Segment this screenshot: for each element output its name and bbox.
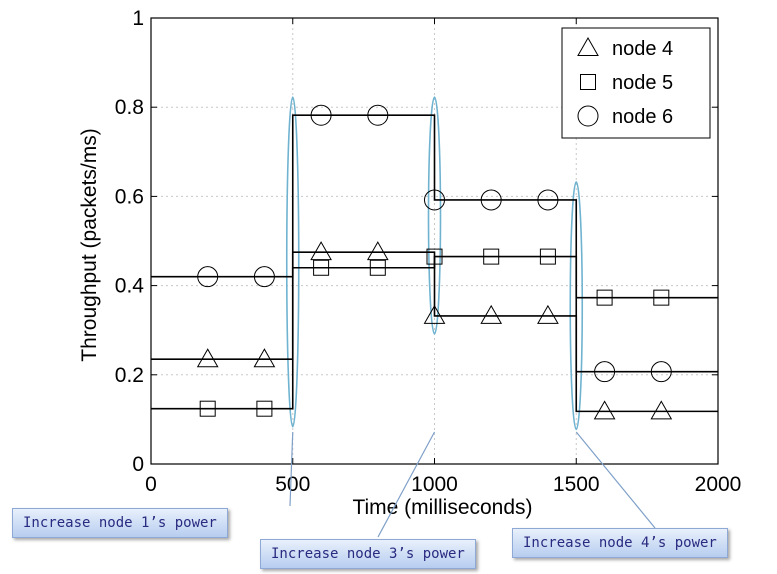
legend: node 4 node 5 node 6 (561, 27, 711, 139)
data-point-triangle (196, 348, 219, 368)
y-tick-label: 1 (132, 7, 144, 30)
data-point-circle (253, 266, 275, 288)
x-tick-label: 0 (145, 473, 157, 496)
data-point-square (369, 259, 386, 276)
y-tick-label: 0.4 (115, 275, 145, 298)
x-axis-label: Time (milliseconds) (352, 496, 532, 519)
annotation-node1-power: Increase node 1’s power (12, 508, 228, 538)
data-point-circle (367, 104, 389, 126)
legend-marker-square (580, 74, 596, 90)
annotation-pointer (289, 431, 294, 507)
series-line (151, 114, 718, 373)
legend-label: node 4 (612, 38, 673, 60)
power-change-highlights (285, 96, 584, 431)
y-tick-label: 0.2 (115, 364, 144, 387)
annotation-node3-power: Increase node 3’s power (260, 539, 476, 569)
data-point-triangle (537, 304, 559, 324)
data-point-triangle (650, 400, 673, 420)
data-point-square (199, 400, 216, 417)
data-point-circle (424, 189, 445, 211)
data-point-triangle (366, 241, 389, 261)
highlight-ellipse (427, 96, 442, 335)
data-point-square (426, 248, 443, 265)
y-tick-label: 0.8 (115, 96, 144, 119)
data-point-circle (594, 361, 616, 383)
data-point-square (539, 248, 556, 265)
annotation-pointers (289, 431, 656, 538)
series (151, 104, 718, 420)
annotation-pointer (377, 431, 436, 538)
series-node-6 (151, 104, 718, 383)
x-tick-label: 1500 (553, 473, 600, 496)
data-point-circle (650, 361, 672, 383)
legend-box (561, 27, 711, 139)
data-point-circle (480, 189, 502, 211)
legend-label: node 5 (612, 72, 673, 94)
data-point-square (596, 289, 613, 306)
y-tick-label: 0 (132, 453, 144, 476)
data-point-triangle (593, 400, 616, 420)
x-tick-label: 1000 (411, 473, 458, 496)
data-point-square (483, 248, 500, 265)
data-point-square (313, 259, 330, 276)
data-point-circle (197, 266, 219, 288)
annotation-node4-power: Increase node 4’s power (512, 528, 728, 558)
data-point-square (256, 400, 273, 417)
highlight-ellipse (569, 181, 584, 431)
y-axis-label: Throughput (packets/ms) (78, 128, 101, 361)
y-tick-label: 0.6 (115, 185, 144, 208)
data-point-triangle (480, 304, 503, 324)
x-tick-label: 2000 (695, 473, 742, 496)
highlight-ellipse (285, 96, 300, 428)
series-node-4 (151, 241, 718, 420)
annotation-pointer (575, 431, 656, 529)
axis-ticks: 0 500 1000 1500 2000 0 0.2 0.4 0.6 0.8 1 (115, 7, 742, 496)
x-tick-label: 500 (275, 473, 310, 496)
data-point-triangle (423, 304, 446, 324)
data-point-square (653, 289, 670, 306)
data-point-circle (310, 104, 332, 126)
data-point-triangle (253, 348, 276, 368)
legend-marker-circle (577, 105, 599, 127)
data-point-triangle (310, 241, 332, 261)
legend-marker-triangle (577, 36, 599, 56)
legend-label: node 6 (612, 106, 673, 128)
data-point-circle (537, 189, 559, 211)
